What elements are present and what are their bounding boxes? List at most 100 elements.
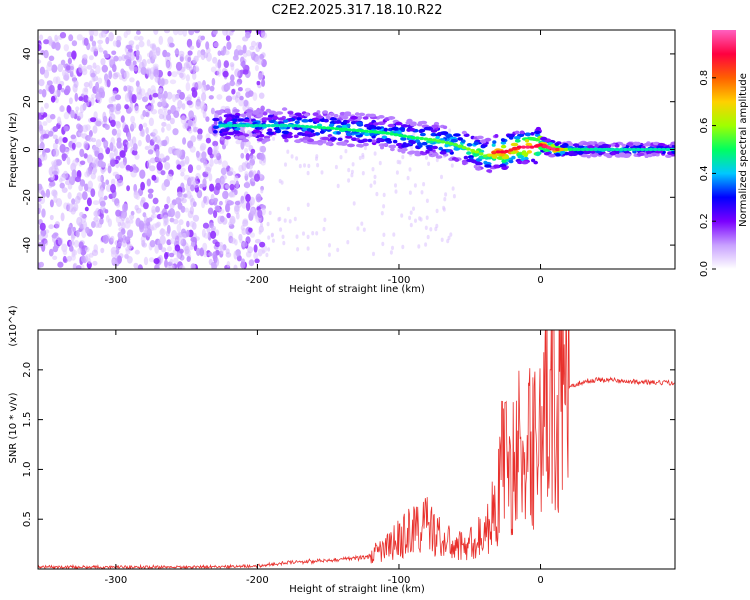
heatmap-cell [358, 112, 366, 117]
heatmap-cells [38, 30, 675, 269]
heatmap-cell [302, 139, 308, 144]
heatmap-cell [267, 247, 271, 252]
heatmap-cell [133, 262, 139, 269]
heatmap-cell [42, 133, 49, 139]
heatmap-cell [67, 57, 72, 65]
heatmap-cell [525, 145, 531, 149]
heatmap-cell [533, 144, 539, 148]
heatmap-cell [144, 227, 150, 236]
heatmap-cell [435, 223, 439, 229]
heatmap-cell [336, 131, 341, 135]
heatmap-cell [99, 212, 104, 220]
heatmap-cell [261, 78, 266, 87]
heatmap-cell [55, 97, 59, 104]
heatmap-cell [184, 155, 190, 165]
spectrogram-x-axis-label: Height of straight line (km) [289, 284, 425, 295]
heatmap-cell [371, 167, 375, 172]
heatmap-cell [67, 192, 72, 200]
heatmap-cell [38, 157, 42, 167]
heatmap-cell [294, 112, 302, 117]
heatmap-cell [110, 178, 116, 186]
y-tick-label: 0 [22, 146, 33, 152]
heatmap-cell [494, 134, 499, 138]
heatmap-cell [147, 149, 154, 155]
heatmap-cell [176, 223, 182, 233]
heatmap-cell [228, 200, 235, 206]
heatmap-cell [643, 142, 651, 147]
heatmap-cell [152, 128, 158, 136]
heatmap-cell [576, 147, 582, 152]
heatmap-cell [460, 139, 466, 143]
heatmap-cell [444, 192, 448, 197]
heatmap-cell [567, 147, 573, 152]
heatmap-cell [281, 234, 285, 239]
heatmap-cell [652, 147, 658, 152]
heatmap-cell [255, 109, 262, 113]
heatmap-cell [169, 79, 177, 85]
heatmap-cell [295, 156, 299, 161]
heatmap-cell [151, 205, 156, 215]
heatmap-cell [252, 129, 261, 133]
x-tick-label: 0 [537, 575, 543, 586]
heatmap-cell [364, 132, 370, 137]
heatmap-cell [87, 135, 93, 142]
heatmap-cell [448, 142, 454, 146]
heatmap-cell [254, 55, 260, 65]
heatmap-cell [671, 144, 675, 149]
heatmap-cell [375, 191, 379, 197]
heatmap-cell [165, 230, 170, 237]
heatmap-cell [100, 161, 107, 168]
heatmap-cell [214, 241, 221, 248]
heatmap-cell [128, 219, 134, 224]
heatmap-cell [284, 138, 289, 143]
heatmap-cell [533, 160, 538, 165]
heatmap-cell [362, 227, 366, 232]
heatmap-cell [165, 59, 170, 68]
heatmap-cell [257, 124, 263, 128]
heatmap-cell [163, 107, 168, 113]
heatmap-cell [101, 64, 109, 73]
heatmap-cell [665, 147, 671, 152]
heatmap-cell [347, 167, 351, 173]
heatmap-cell [398, 133, 403, 137]
heatmap-cell [373, 180, 377, 185]
heatmap-cell [401, 147, 408, 152]
heatmap-cell [334, 127, 340, 131]
heatmap-cell [229, 183, 235, 191]
heatmap-cell [128, 85, 134, 94]
heatmap-cell [85, 226, 90, 234]
heatmap-cell [652, 152, 657, 156]
heatmap-cell [172, 30, 179, 36]
heatmap-cell [166, 113, 172, 121]
heatmap-cell [48, 55, 55, 62]
heatmap-cell [293, 216, 297, 222]
heatmap-cell [333, 114, 339, 118]
heatmap-cell [103, 141, 108, 150]
heatmap-cell [438, 146, 444, 151]
y-tick-label: 0.5 [22, 511, 33, 527]
heatmap-cell [43, 39, 50, 45]
heatmap-cell [87, 180, 93, 190]
heatmap-cell [187, 164, 194, 174]
heatmap-cell [640, 147, 645, 152]
heatmap-cell [315, 156, 318, 161]
heatmap-cell [371, 139, 376, 143]
heatmap-cell [554, 142, 560, 147]
heatmap-cell [111, 258, 116, 264]
heatmap-cell [153, 258, 160, 265]
heatmap-cell [436, 139, 441, 143]
heatmap-cell [236, 124, 242, 128]
heatmap-cell [235, 94, 239, 103]
heatmap-cell [254, 65, 259, 72]
heatmap-cell [213, 130, 218, 134]
heatmap-cell [354, 112, 360, 116]
heatmap-cell [306, 128, 312, 132]
heatmap-cell [47, 130, 54, 137]
heatmap-cell [43, 69, 50, 79]
heatmap-cell [626, 142, 634, 146]
heatmap-cell [166, 196, 171, 205]
heatmap-cell [281, 130, 290, 135]
heatmap-cell [48, 248, 54, 257]
heatmap-cell [109, 55, 115, 65]
